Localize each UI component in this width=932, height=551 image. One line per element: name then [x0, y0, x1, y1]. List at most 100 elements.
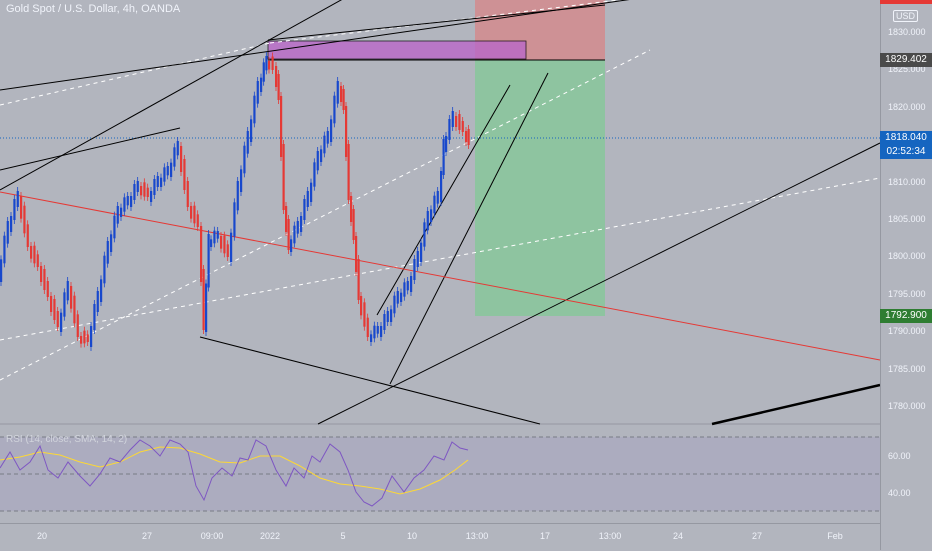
candle-body: [413, 259, 416, 280]
candle-body: [10, 216, 13, 232]
dashed-channel-line-1[interactable]: [0, 42, 271, 106]
time-axis[interactable]: 20 27 09:00 2022 5 10 13:00 17 13:00 24 …: [0, 523, 880, 551]
trend-line-1[interactable]: [0, 0, 640, 91]
trend-line-bold[interactable]: [711, 383, 881, 426]
candle-body: [233, 202, 236, 237]
candle-body: [3, 235, 6, 264]
candle-body: [0, 259, 3, 282]
time-label: 13:00: [598, 531, 622, 541]
candle-body: [50, 296, 53, 312]
candle-body: [143, 182, 146, 197]
candle-body: [63, 292, 66, 317]
candle-body: [282, 144, 285, 210]
time-label: 2022: [259, 531, 281, 541]
candle-body: [93, 304, 96, 330]
candle-body: [277, 74, 280, 100]
trend-line-6[interactable]: [389, 72, 549, 385]
price-tick: 1780.000: [888, 401, 926, 411]
candle-body: [430, 209, 433, 222]
candle-body: [96, 291, 99, 312]
candle-body: [275, 66, 278, 87]
candle-body: [336, 81, 339, 104]
trend-line-5[interactable]: [317, 142, 881, 425]
candle-body: [173, 147, 176, 167]
trend-line-3[interactable]: [0, 127, 181, 171]
trend-line-7[interactable]: [376, 84, 511, 316]
rsi-line: [0, 439, 469, 507]
rsi-band: [0, 437, 880, 511]
trend-line-4[interactable]: [199, 336, 541, 425]
candle-body: [183, 159, 186, 190]
time-label: 27: [751, 531, 763, 541]
candle-body: [350, 196, 353, 222]
candle-body: [26, 224, 29, 247]
currency-label[interactable]: USD: [893, 10, 919, 22]
candle-body: [376, 326, 379, 334]
candle-body: [410, 276, 413, 292]
candle-body: [467, 129, 470, 145]
candle-body: [363, 302, 366, 327]
candle-body: [73, 295, 76, 324]
candle-body: [223, 235, 226, 254]
time-label: 5: [340, 531, 346, 541]
candle-body: [190, 206, 193, 219]
time-label: 13:00: [465, 531, 489, 541]
candle-body: [465, 131, 468, 142]
chart-title: Gold Spot / U.S. Dollar, 4h, OANDA: [6, 3, 181, 15]
candle-body: [136, 181, 139, 192]
time-label: 24: [672, 531, 684, 541]
trend-line-8[interactable]: [267, 4, 606, 41]
candle-body: [380, 326, 383, 337]
price-tick: 1795.000: [888, 288, 926, 299]
price-axis[interactable]: [880, 0, 932, 550]
rsi-ma-line: [0, 446, 469, 495]
candle-body: [303, 199, 306, 220]
trend-line-2[interactable]: [0, 0, 350, 191]
candle-body: [436, 191, 439, 204]
candle-body: [287, 219, 290, 250]
candle-body: [23, 205, 26, 234]
candle-body: [260, 77, 263, 92]
candle-body: [451, 111, 454, 127]
candle-body: [440, 171, 443, 202]
candle-body: [416, 251, 419, 267]
candle-body: [6, 221, 9, 244]
candle-body: [246, 131, 249, 154]
candle-body: [70, 286, 73, 309]
candle-body: [306, 191, 309, 207]
candle-body: [186, 181, 189, 207]
candle-body: [333, 95, 336, 124]
rsi-title: RSI (14, close, SMA, 14, 2): [6, 434, 128, 445]
time-label: 17: [539, 531, 551, 541]
candle-body: [103, 255, 106, 284]
price-tick: 1790.000: [888, 326, 926, 337]
candle-body: [386, 311, 389, 322]
candle-body: [240, 169, 243, 192]
time-label: 20: [36, 531, 48, 541]
candle-body: [216, 231, 219, 239]
candle-body: [403, 282, 406, 297]
candle-body: [383, 314, 386, 330]
candle-body: [373, 325, 376, 339]
take-profit-zone[interactable]: [475, 60, 605, 316]
price-tick: 1810.000: [888, 176, 926, 187]
candle-body: [271, 56, 274, 70]
candle-body: [120, 207, 123, 217]
supply-zone[interactable]: [267, 40, 527, 60]
candle-body: [46, 281, 49, 297]
trend-line-red[interactable]: [0, 191, 881, 361]
candle-body: [220, 236, 223, 249]
candle-body: [268, 61, 271, 70]
dashed-channel-line-4[interactable]: [0, 49, 651, 381]
time-label: 10: [406, 531, 418, 541]
candle-body: [285, 206, 288, 232]
dashed-channel-line-2[interactable]: [269, 0, 780, 44]
target-price-badge: 1829.402: [880, 53, 932, 67]
candle-body: [236, 181, 239, 211]
stop-price-badge: 1792.900: [880, 309, 932, 323]
candle-body: [445, 136, 448, 152]
candle-body: [313, 162, 316, 187]
dashed-channel-line-3[interactable]: [0, 177, 881, 341]
candle-body: [43, 269, 46, 290]
